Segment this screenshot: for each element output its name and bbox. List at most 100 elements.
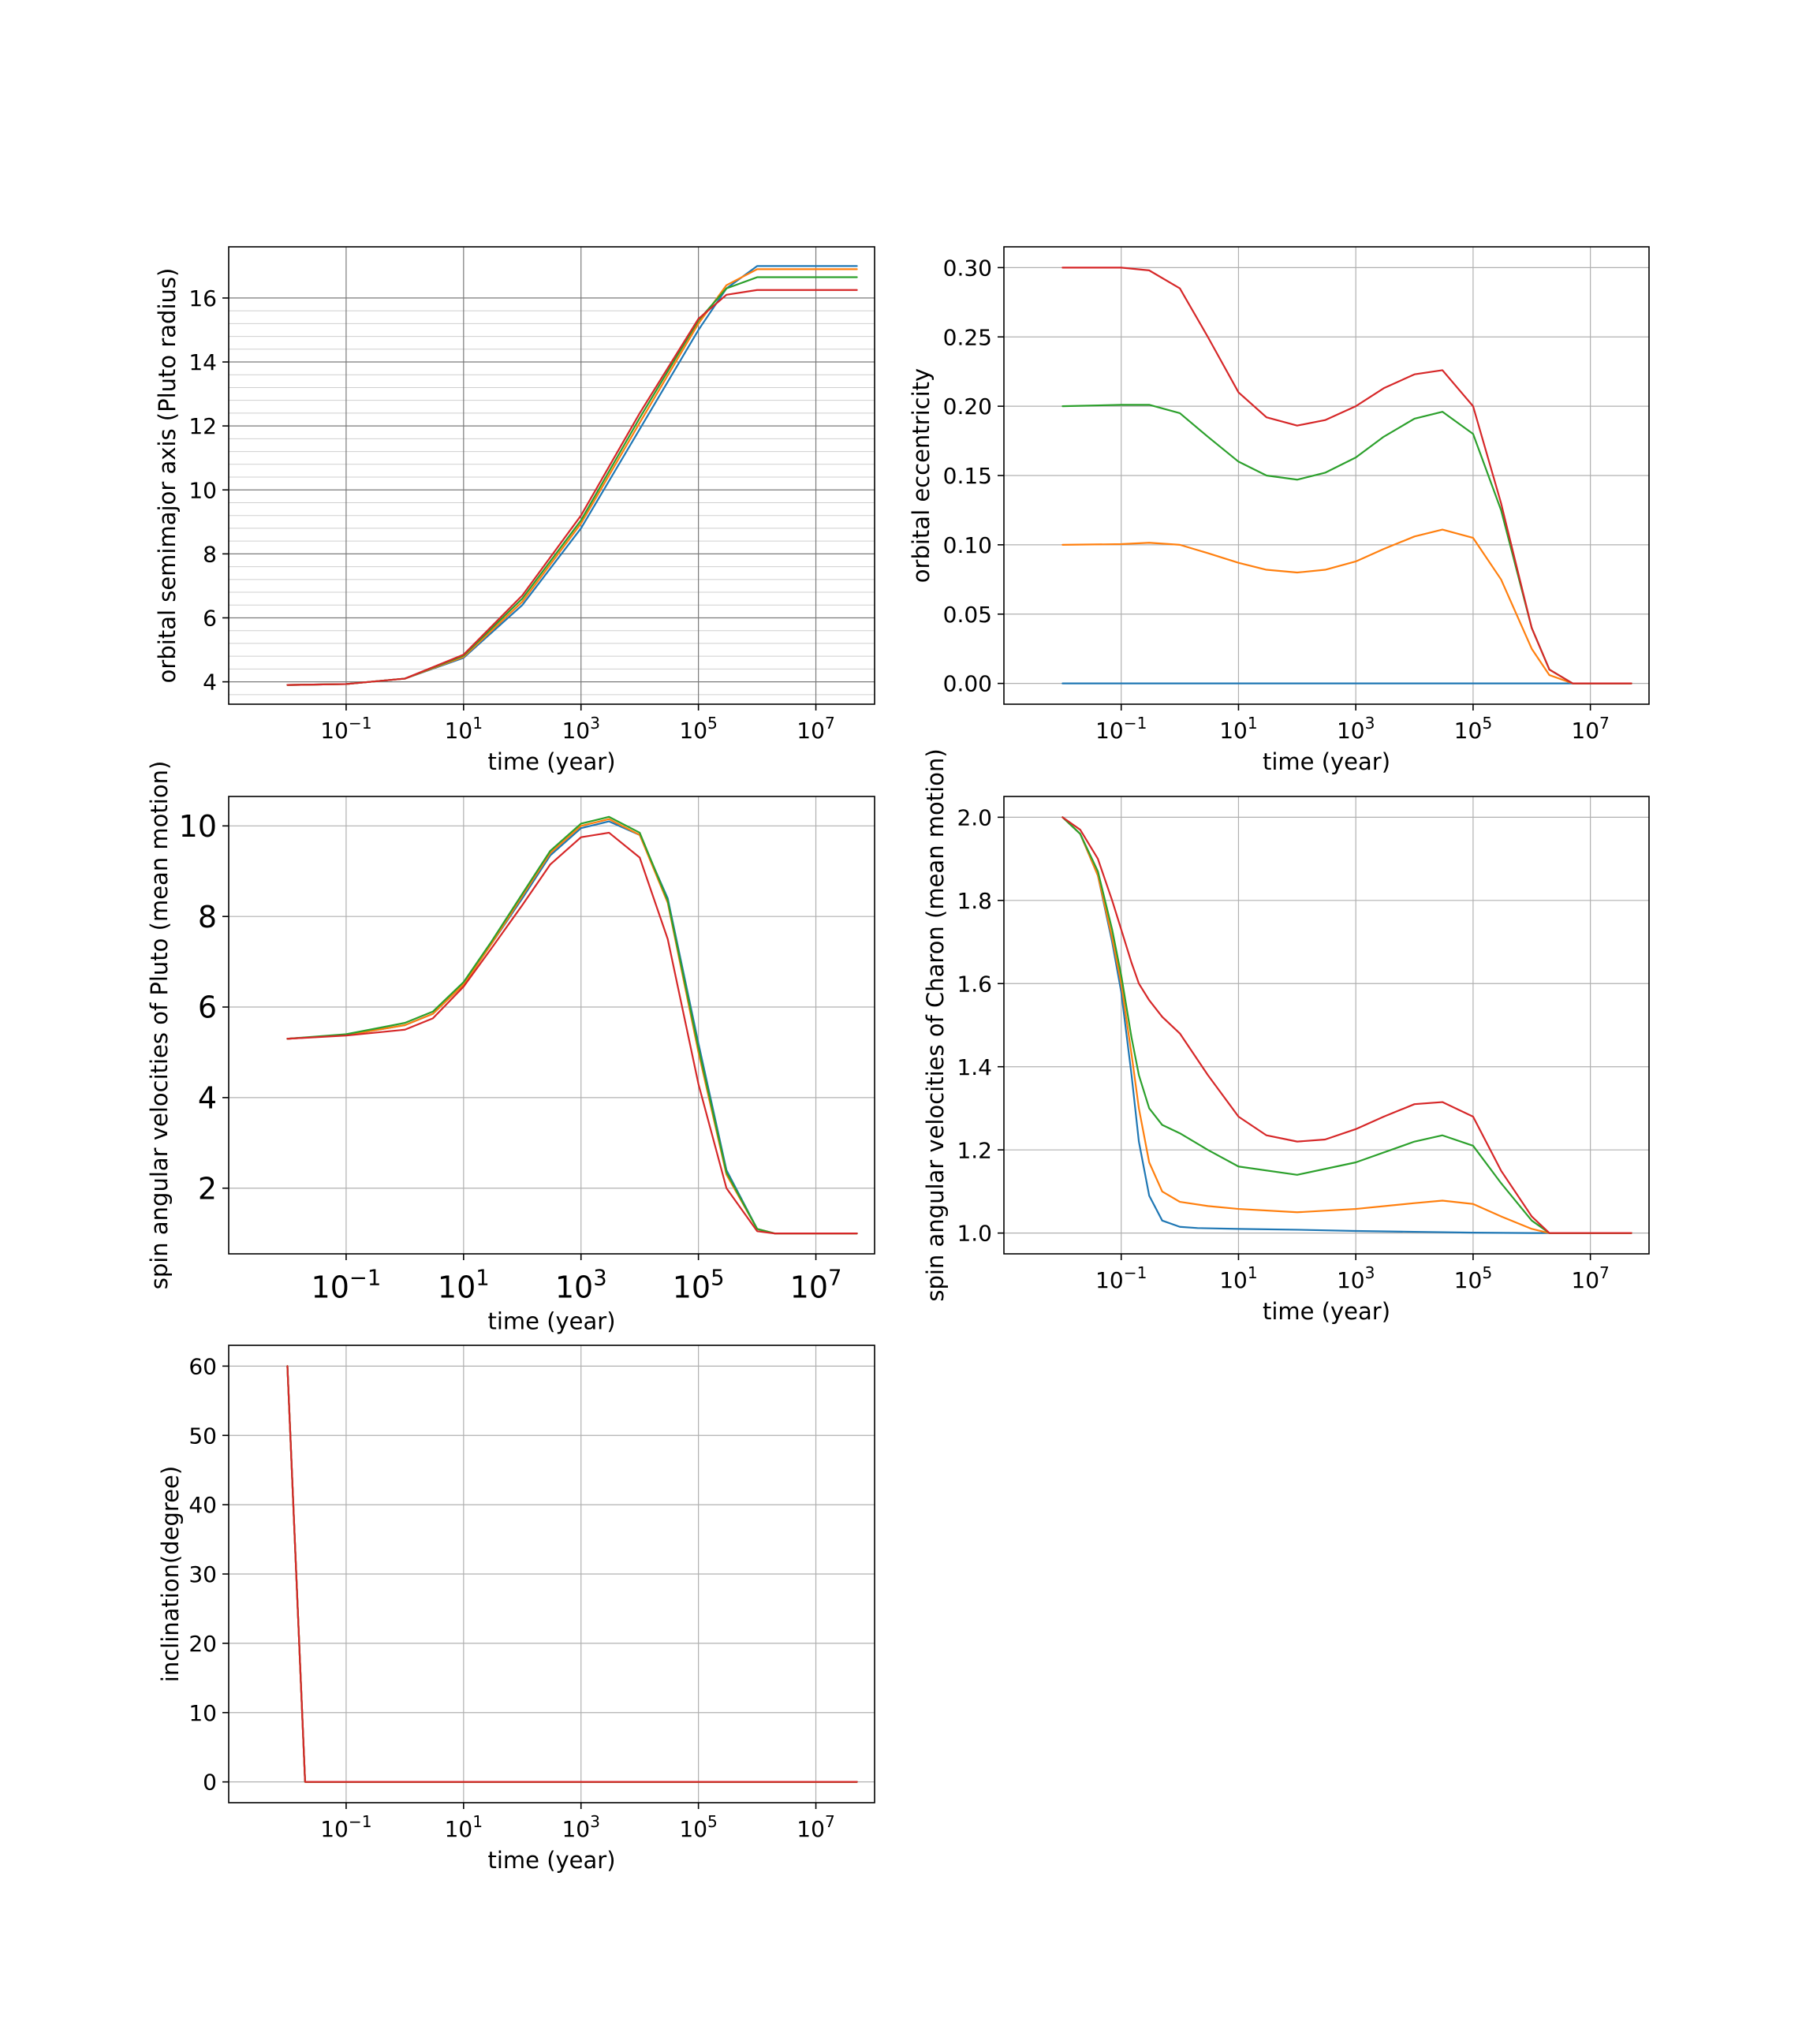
- x-tick-label: 101: [1219, 1263, 1257, 1293]
- x-axis-label: time (year): [1263, 748, 1390, 775]
- x-tick-label-exponent: −1: [349, 1812, 372, 1831]
- x-tick-label-base: 10: [1337, 718, 1365, 744]
- x-tick-label: 101: [438, 1266, 490, 1305]
- x-tick-label: 107: [797, 1812, 834, 1842]
- x-tick-label-exponent: 1: [472, 1812, 483, 1831]
- axes-frame: [1003, 796, 1650, 1255]
- x-tick-label-exponent: 1: [1248, 714, 1258, 733]
- y-tick-label: 0: [203, 1770, 217, 1796]
- x-tick-label-exponent: 5: [707, 714, 718, 733]
- series-line-C3: [1061, 267, 1632, 684]
- x-tick-label-exponent: 7: [825, 1812, 835, 1831]
- x-tick-label-exponent: 3: [590, 1812, 600, 1831]
- x-tick-label-base: 10: [320, 1816, 349, 1842]
- y-tick-label: 4: [203, 670, 217, 696]
- x-tick-label: 103: [555, 1266, 607, 1305]
- series-line-C0: [286, 820, 858, 1235]
- x-tick-label-exponent: 7: [1599, 714, 1610, 733]
- series-line-C0: [286, 265, 858, 686]
- x-tick-label: 105: [673, 1266, 725, 1305]
- x-axis-label: time (year): [487, 748, 615, 775]
- y-tick-label: 20: [188, 1631, 217, 1657]
- x-tick-label: 103: [562, 1812, 599, 1842]
- x-tick-label: 103: [1337, 714, 1375, 744]
- x-tick-label: 10−1: [1095, 1263, 1147, 1293]
- x-tick-label: 107: [797, 714, 834, 744]
- x-tick-label-base: 10: [797, 718, 825, 744]
- x-tick-label-exponent: 7: [828, 1266, 841, 1291]
- x-tick-label-base: 10: [555, 1270, 593, 1305]
- x-axis-label: time (year): [487, 1847, 615, 1874]
- series-line-C2: [1061, 816, 1632, 1234]
- x-tick-label-base: 10: [679, 718, 707, 744]
- y-axis-label: inclination(degree): [157, 1466, 184, 1682]
- x-tick-label-base: 10: [1219, 1267, 1248, 1293]
- y-tick-label: 0.00: [943, 671, 992, 697]
- y-tick-label: 6: [198, 990, 217, 1025]
- y-tick-label: 10: [179, 809, 217, 844]
- x-tick-label-base: 10: [312, 1270, 349, 1305]
- y-axis-label: orbital eccentricity: [908, 368, 935, 583]
- y-tick-label: 50: [188, 1423, 217, 1449]
- y-tick-label: 30: [188, 1561, 217, 1587]
- x-tick-label-exponent: 5: [711, 1266, 724, 1291]
- y-tick-label: 0.20: [943, 394, 992, 420]
- x-tick-label-base: 10: [790, 1270, 828, 1305]
- x-tick-label-exponent: −1: [1124, 714, 1147, 733]
- y-tick-label: 2: [198, 1171, 217, 1206]
- series-line-C3: [286, 831, 858, 1235]
- y-tick-label: 0.05: [943, 602, 992, 628]
- x-tick-label-base: 10: [1219, 718, 1248, 744]
- x-tick-label: 10−1: [320, 1812, 371, 1842]
- y-tick-label: 0.15: [943, 463, 992, 489]
- x-tick-label-exponent: 1: [476, 1266, 489, 1291]
- series-line-C2: [286, 276, 858, 686]
- x-tick-label-base: 10: [1454, 718, 1483, 744]
- series-line-C1: [1061, 528, 1632, 684]
- x-tick-label: 101: [445, 714, 483, 744]
- x-tick-label-exponent: −1: [1124, 1263, 1147, 1282]
- series-line-C3: [286, 1365, 858, 1783]
- x-tick-label-exponent: −1: [349, 714, 372, 733]
- y-tick-label: 1.8: [957, 888, 992, 914]
- x-tick-label-exponent: 1: [472, 714, 483, 733]
- x-tick-label-exponent: 3: [590, 714, 600, 733]
- x-tick-label-base: 10: [562, 718, 590, 744]
- x-tick-label: 10−1: [312, 1266, 382, 1305]
- series-line-C2: [1061, 404, 1632, 684]
- x-tick-label-base: 10: [1571, 1267, 1599, 1293]
- x-tick-label-exponent: 3: [593, 1266, 606, 1291]
- x-tick-label: 103: [562, 714, 599, 744]
- y-tick-label: 4: [198, 1081, 217, 1116]
- axes-frame: [228, 796, 875, 1255]
- panel-eccentricity: 10−1 101 103 105 1070.000.050.100.150.200.25…: [908, 246, 1650, 775]
- series-line-C3: [1061, 816, 1632, 1234]
- grid: [1004, 247, 1649, 704]
- x-axis-label: time (year): [1263, 1298, 1390, 1325]
- x-tick-label: 105: [1454, 1263, 1492, 1293]
- y-tick-label: 16: [188, 285, 217, 311]
- y-tick-label: 12: [188, 413, 217, 439]
- x-tick-label-exponent: 7: [825, 714, 835, 733]
- x-tick-label: 107: [1571, 1263, 1609, 1293]
- series-line-C0: [1061, 816, 1632, 1234]
- y-tick-label: 8: [203, 541, 217, 567]
- x-tick-label-exponent: 5: [1482, 714, 1492, 733]
- x-tick-label-exponent: 5: [1482, 1263, 1492, 1282]
- x-tick-label-base: 10: [1337, 1267, 1365, 1293]
- x-tick-label: 101: [445, 1812, 483, 1842]
- y-tick-label: 1.4: [957, 1054, 992, 1080]
- grid: [229, 796, 875, 1254]
- series-line-C1: [1061, 816, 1632, 1234]
- series-line-C1: [286, 818, 858, 1235]
- x-tick-label-base: 10: [1571, 718, 1599, 744]
- x-tick-label-exponent: 5: [707, 1812, 718, 1831]
- y-tick-label: 14: [188, 349, 217, 375]
- y-tick-label: 0.25: [943, 324, 992, 350]
- x-tick-label-base: 10: [320, 718, 349, 744]
- x-tick-label: 101: [1219, 714, 1257, 744]
